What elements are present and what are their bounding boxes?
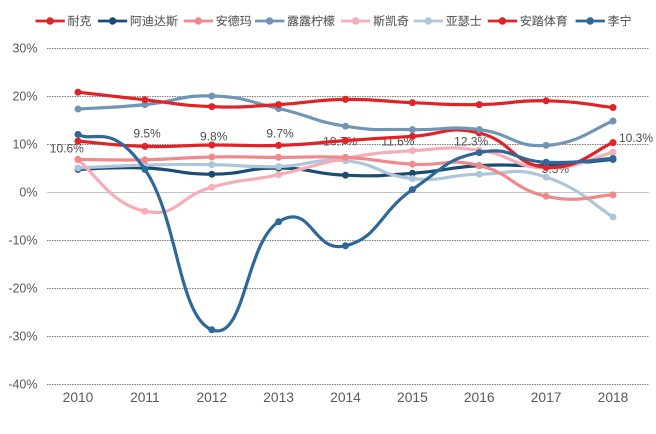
svg-text:0%: 0%	[19, 185, 37, 199]
svg-text:2011: 2011	[130, 390, 160, 405]
svg-text:-40%: -40%	[8, 377, 37, 391]
svg-text:2018: 2018	[598, 390, 629, 405]
svg-text:9.7%: 9.7%	[266, 127, 294, 141]
svg-text:30%: 30%	[12, 41, 37, 55]
svg-text:2012: 2012	[196, 390, 227, 405]
svg-text:2014: 2014	[330, 390, 361, 405]
svg-text:12.3%: 12.3%	[454, 135, 488, 149]
svg-text:-20%: -20%	[8, 281, 37, 295]
svg-text:10.6%: 10.6%	[50, 141, 84, 155]
svg-text:-10%: -10%	[8, 233, 37, 247]
svg-text:2013: 2013	[263, 390, 294, 405]
svg-text:2017: 2017	[531, 390, 562, 405]
svg-text:2015: 2015	[397, 390, 428, 405]
svg-text:9.8%: 9.8%	[200, 130, 228, 144]
svg-text:20%: 20%	[12, 89, 37, 103]
svg-text:-30%: -30%	[8, 329, 37, 343]
svg-text:2016: 2016	[464, 390, 495, 405]
svg-text:10%: 10%	[12, 137, 37, 151]
svg-text:9.5%: 9.5%	[133, 127, 161, 141]
svg-text:10.3%: 10.3%	[619, 131, 653, 145]
svg-text:2010: 2010	[63, 390, 94, 405]
